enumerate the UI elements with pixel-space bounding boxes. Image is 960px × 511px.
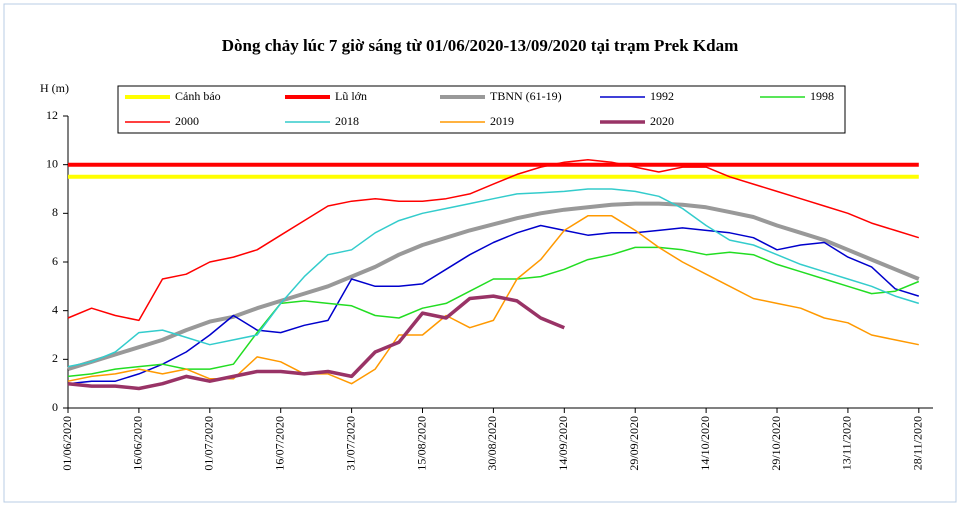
series-line (67, 246, 920, 378)
x-tick-label: 31/07/2020 (343, 416, 357, 471)
series-line (67, 224, 920, 385)
legend-label: Lũ lớn (335, 89, 367, 103)
legend-label: 1998 (810, 89, 834, 103)
y-tick-label: 4 (52, 302, 58, 316)
x-tick-label: 13/11/2020 (840, 416, 854, 470)
legend: Cảnh báo Lũ lớn TBNN (61-19) 1992 1998 2000 20… (117, 85, 846, 134)
y-tick-label: 6 (52, 254, 58, 268)
series-line (67, 159, 920, 322)
legend-label: 2019 (490, 114, 514, 128)
legend-label: TBNN (61-19) (490, 89, 562, 103)
y-tick-label: 10 (46, 156, 58, 170)
y-axis-label: H (m) (40, 81, 69, 95)
legend-label: 2020 (650, 114, 674, 128)
y-tick-label: 8 (52, 205, 58, 219)
y-tick-label: 12 (46, 108, 58, 122)
legend-label: Cảnh báo (175, 89, 221, 103)
y-tick-label: 2 (52, 351, 58, 365)
x-tick-label: 01/07/2020 (202, 416, 216, 471)
series-line (67, 294, 565, 391)
series-line (67, 201, 920, 372)
x-tick-label: 15/08/2020 (414, 416, 428, 471)
x-tick-label: 30/08/2020 (485, 416, 499, 471)
x-tick-label: 29/09/2020 (627, 416, 641, 471)
x-tick-label: 16/07/2020 (272, 416, 286, 471)
x-tick-label: 28/11/2020 (911, 416, 925, 470)
x-tick-label: 29/10/2020 (769, 416, 783, 471)
x-tick-label: 14/09/2020 (556, 416, 570, 471)
series-line (67, 188, 920, 368)
legend-label: 1992 (650, 89, 674, 103)
frame (3, 3, 957, 503)
y-tick-label: 0 (52, 400, 58, 414)
x-tick-label: 16/06/2020 (131, 416, 145, 471)
legend-box (117, 85, 846, 134)
chart-title: Dòng chảy lúc 7 giờ sáng từ 01/06/2020-1… (222, 36, 739, 55)
x-tick-label: 01/06/2020 (60, 416, 74, 471)
legend-label: 2018 (335, 114, 359, 128)
series-line (67, 215, 919, 385)
x-tick-label: 14/10/2020 (698, 416, 712, 471)
legend-label: 2000 (175, 114, 199, 128)
